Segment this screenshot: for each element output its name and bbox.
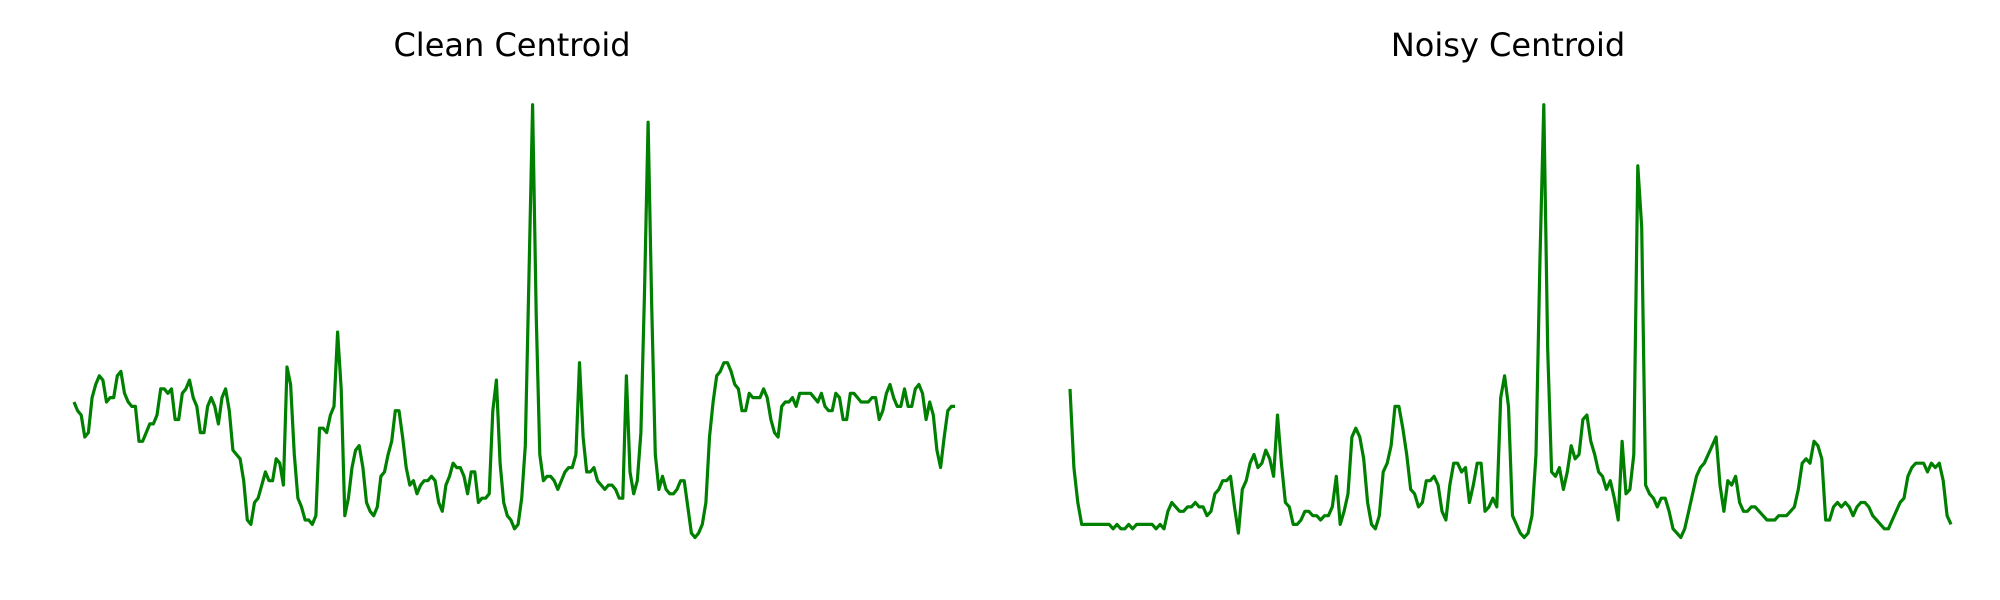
noisy-centroid-panel: Noisy Centroid [1068,26,1953,540]
noisy-centroid-title: Noisy Centroid [1391,26,1625,64]
noisy-centroid-line [1068,103,1953,540]
clean-centroid-panel: Clean Centroid [72,26,955,540]
clean-centroid-title: Clean Centroid [393,26,630,64]
clean-centroid-line [72,103,955,540]
